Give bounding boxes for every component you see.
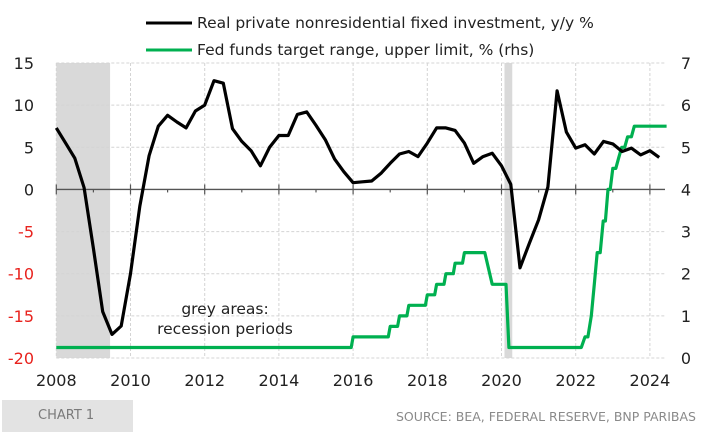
- legend: Real private nonresidential fixed invest…: [146, 14, 594, 59]
- recession-bands: [56, 63, 513, 358]
- left-axis-tick-label: 10: [14, 96, 34, 115]
- legend-label-fed-funds: Fed funds target range, upper limit, % (…: [197, 41, 534, 59]
- left-axis-tick-label: -15: [8, 307, 34, 326]
- series: [54, 79, 667, 350]
- left-axis-tick-label: 5: [24, 138, 34, 157]
- right-axis-tick-label: 6: [681, 96, 691, 115]
- x-axis-tick-label: 2012: [184, 371, 225, 390]
- axes: [55, 184, 665, 195]
- fed-funds-line: [56, 124, 667, 350]
- x-axis-tick-label: 2010: [110, 371, 151, 390]
- x-axis-tick-label: 2014: [259, 371, 300, 390]
- annotation: grey areas: recession periods: [157, 300, 293, 338]
- x-axis-tick-label: 2008: [36, 371, 77, 390]
- right-axis-tick-label: 0: [681, 349, 691, 368]
- x-axis-ticks: 2008 2010 2012 2014 2016 2018 2020 2022 2024: [36, 371, 670, 390]
- right-axis-ticks: 7 6 5 4 3 2 1 0: [681, 54, 691, 368]
- right-axis-tick-label: 5: [681, 138, 691, 157]
- left-axis-ticks: 15 10 5 0 -5 -10 -15 -20: [8, 54, 34, 368]
- right-axis-tick-label: 3: [681, 223, 691, 242]
- left-axis-tick-label: 15: [14, 54, 34, 73]
- left-axis-tick-label: -10: [8, 265, 34, 284]
- annotation-line-1: grey areas:: [181, 300, 268, 318]
- annotation-line-2: recession periods: [157, 320, 293, 338]
- left-axis-tick-label: -20: [8, 349, 34, 368]
- right-axis-tick-label: 1: [681, 307, 691, 326]
- chart-number-badge: CHART 1: [2, 400, 133, 432]
- gridlines: [55, 62, 665, 359]
- right-axis-tick-label: 7: [681, 54, 691, 73]
- x-axis-tick-label: 2024: [630, 371, 671, 390]
- x-axis-tick-label: 2020: [481, 371, 522, 390]
- left-axis-tick-label: -5: [18, 223, 34, 242]
- legend-label-investment: Real private nonresidential fixed invest…: [197, 14, 594, 32]
- source-note: SOURCE: BEA, FEDERAL RESERVE, BNP PARIBA…: [395, 409, 696, 424]
- investment-line: [54, 79, 661, 336]
- x-axis-tick-label: 2018: [407, 371, 448, 390]
- right-axis-tick-label: 2: [681, 265, 691, 284]
- x-axis-tick-label: 2016: [333, 371, 374, 390]
- x-axis-tick-label: 2022: [555, 371, 596, 390]
- right-axis-tick-label: 4: [681, 180, 691, 199]
- left-axis-tick-label: 0: [24, 180, 34, 199]
- recession-band: [504, 63, 513, 358]
